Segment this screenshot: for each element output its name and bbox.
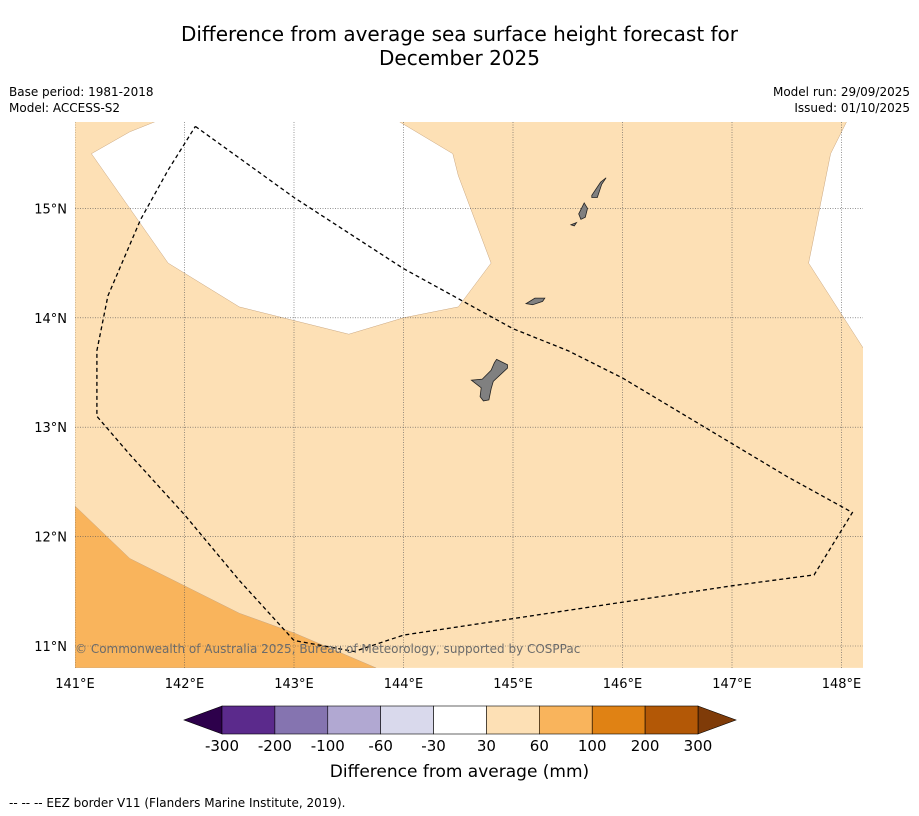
x-tick-label: 143°E — [274, 677, 314, 692]
colorbar-tick-label: -100 — [311, 737, 345, 755]
eez-legend-footnote: -- -- -- EEZ border V11 (Flanders Marine… — [9, 796, 346, 810]
colorbar-tick-label: 30 — [477, 737, 496, 755]
colorbar-tick-label: -60 — [368, 737, 393, 755]
colorbar-tick-label: -300 — [205, 737, 239, 755]
model-run: Model run: 29/09/2025 — [772, 85, 910, 99]
colorbar-segment — [274, 705, 329, 735]
chart-title: Difference from average sea surface heig… — [0, 22, 919, 70]
island-saipan — [591, 177, 607, 198]
island-guam — [470, 358, 508, 402]
colorbar-segment — [433, 705, 487, 735]
colorbar-segment — [486, 705, 540, 735]
x-tick-label: 141°E — [55, 677, 95, 692]
colorbar-segment — [380, 705, 434, 735]
region--30-to-30-mm-west- — [91, 122, 492, 335]
y-tick-label: 11°N — [34, 640, 67, 655]
region--30-to-30-mm-east- — [808, 122, 863, 349]
title-line-1: Difference from average sea surface heig… — [180, 22, 739, 46]
colorbar-tick-label: 100 — [578, 737, 607, 755]
colorbar-tick-label: 60 — [530, 737, 549, 755]
meta-left: Base period: 1981-2018 Model: ACCESS-S2 — [9, 84, 154, 116]
eez-border-line — [96, 125, 854, 653]
island-rota — [524, 297, 546, 306]
meta-right: Model run: 29/09/2025 Issued: 01/10/2025 — [773, 84, 910, 116]
model-name: Model: ACCESS-S2 — [9, 101, 121, 115]
colorbar-tick-label: -30 — [421, 737, 446, 755]
y-tick-label: 14°N — [34, 312, 67, 327]
colorbar-segment — [644, 705, 699, 735]
colorbar-tick-label: 200 — [631, 737, 660, 755]
x-tick-label: 145°E — [493, 677, 533, 692]
issued-date: Issued: 01/10/2025 — [794, 101, 910, 115]
title-line-2: December 2025 — [379, 46, 540, 70]
x-tick-label: 146°E — [603, 677, 643, 692]
colorbar-segment — [591, 705, 646, 735]
x-tick-label: 142°E — [165, 677, 205, 692]
y-tick-label: 15°N — [34, 202, 67, 217]
y-tick-label: 13°N — [34, 421, 67, 436]
colorbar-extend-low — [183, 705, 223, 735]
colorbar-label: Difference from average (mm) — [329, 762, 590, 782]
base-period: Base period: 1981-2018 — [9, 85, 154, 99]
island-tinian — [578, 202, 588, 220]
colorbar-segment — [327, 705, 381, 735]
x-tick-label: 144°E — [384, 677, 424, 692]
x-tick-label: 148°E — [822, 677, 862, 692]
colorbar-segment — [539, 705, 593, 735]
colorbar-segment — [221, 705, 276, 735]
copyright-text: © Commonwealth of Australia 2025, Bureau… — [75, 642, 580, 656]
colorbar-extend-high — [697, 705, 737, 735]
x-tick-label: 147°E — [712, 677, 752, 692]
colorbar-tick-label: -200 — [258, 737, 292, 755]
colorbar-tick-label: 300 — [684, 737, 713, 755]
y-tick-label: 12°N — [34, 531, 67, 546]
island-aguijan — [569, 221, 578, 227]
